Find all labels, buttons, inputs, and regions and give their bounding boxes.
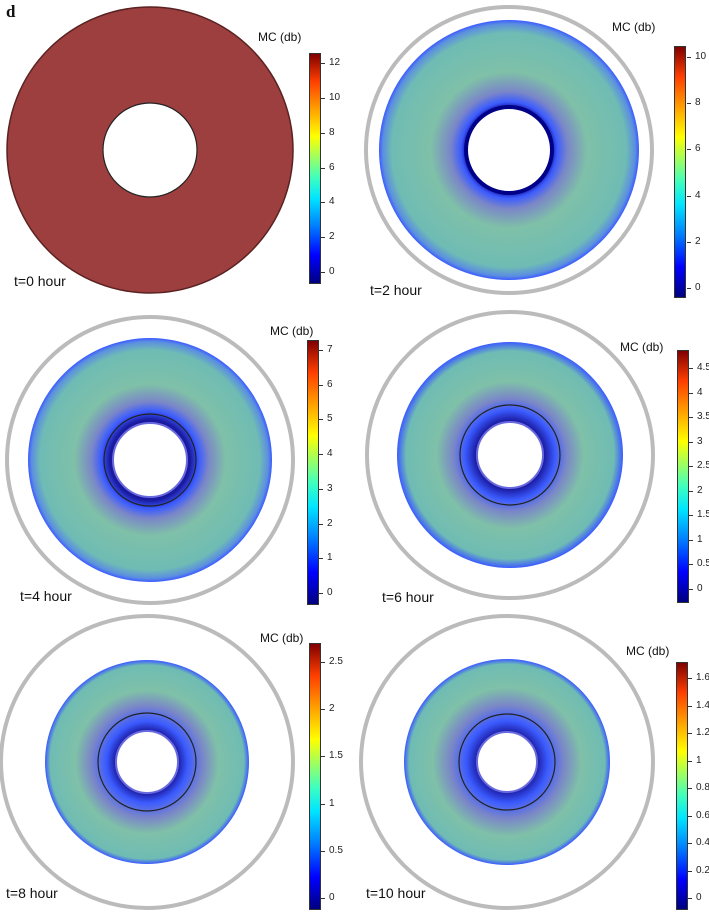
time-label: t=10 hour xyxy=(366,885,426,901)
colorbar-tick-label: 0.8 xyxy=(688,782,709,793)
colorbar-tick-label: 3 xyxy=(689,435,703,447)
plot-panel-t4: t=4 hour MC (db) 0 1 2 3 4 5 6 7 xyxy=(0,305,354,610)
moisture-ring-t0 xyxy=(6,6,294,294)
colorbar-title: MC (db) xyxy=(270,324,314,338)
colorbar-tick-label: 0 xyxy=(321,892,335,903)
colorbar-tick-label: 2 xyxy=(321,231,335,243)
colorbar-tick-label: 0 xyxy=(689,583,703,594)
plot-panel-t2: t=2 hour MC (db) 0 2 4 6 8 10 xyxy=(354,0,709,305)
colorbar-tick-label: 4.5 xyxy=(689,362,709,373)
colorbar-tick-label: 10 xyxy=(686,51,707,62)
colorbar-tick-label: 1.4 xyxy=(688,699,709,711)
colorbar-tick-label: 2 xyxy=(689,484,703,496)
colorbar-tick-label: 1 xyxy=(319,552,333,564)
time-label: t=0 hour xyxy=(14,273,66,289)
colorbar-tick-label: 1.6 xyxy=(688,672,709,683)
colorbar-tick-label: 0 xyxy=(687,282,701,293)
colorbar-title: MC (db) xyxy=(626,644,670,658)
colorbar xyxy=(674,46,686,298)
colorbar-tick-label: 0 xyxy=(688,892,702,903)
time-label: t=2 hour xyxy=(370,282,422,298)
panel-letter: d xyxy=(6,2,16,21)
colorbar-tick-label: 0 xyxy=(319,587,333,598)
time-label: t=6 hour xyxy=(382,589,434,605)
colorbar-tick-label: 3.5 xyxy=(689,411,709,423)
plot-panel-t8: t=8 hour MC (db) 0 0.5 1 1.5 2 2.5 xyxy=(0,610,354,915)
colorbar-tick-label: 0.2 xyxy=(688,864,709,876)
plot-panel-t0: t=0 hour MC (db) 0 2 4 6 8 10 12 xyxy=(0,0,354,305)
colorbar-tick-label: 0 xyxy=(321,266,335,277)
colorbar xyxy=(677,350,689,603)
colorbar xyxy=(309,53,321,284)
colorbar-title: MC (db) xyxy=(258,30,302,44)
moisture-ring-t8 xyxy=(0,614,295,910)
colorbar xyxy=(676,662,688,910)
colorbar-tick-label: 3 xyxy=(319,482,333,494)
moisture-ring-t4 xyxy=(5,315,295,605)
colorbar-tick-label: 4 xyxy=(319,448,333,460)
colorbar-tick-label: 2.5 xyxy=(689,460,709,472)
colorbar-tick-label: 1 xyxy=(689,533,703,545)
time-label: t=8 hour xyxy=(6,885,58,901)
colorbar-tick-label: 2 xyxy=(321,703,335,715)
colorbar-tick-label: 0.5 xyxy=(321,844,343,856)
colorbar xyxy=(309,643,321,910)
colorbar-title: MC (db) xyxy=(260,631,304,645)
colorbar-tick-label: 1.2 xyxy=(688,727,709,738)
colorbar-tick-label: 8 xyxy=(321,126,335,138)
colorbar-tick-label: 4 xyxy=(321,196,335,208)
moisture-ring-t10 xyxy=(359,614,655,910)
time-label: t=4 hour xyxy=(20,588,72,604)
colorbar xyxy=(307,340,319,605)
plot-panel-t10: t=10 hour MC (db) 0 0.2 0.4 0.6 0.8 1 1.2 1.4 1.… xyxy=(354,610,709,915)
colorbar-tick-label: 5 xyxy=(319,413,333,425)
colorbar-tick-label: 12 xyxy=(320,57,341,68)
moisture-ring-t6 xyxy=(365,310,655,600)
colorbar-tick-label: 10 xyxy=(320,91,341,103)
colorbar-tick-label: 6 xyxy=(321,161,335,173)
colorbar-tick-label: 1.5 xyxy=(321,750,343,762)
colorbar-tick-label: 1 xyxy=(321,797,335,809)
moisture-ring-t2 xyxy=(364,5,654,295)
plot-panel-t6: t=6 hour MC (db) 0 0.5 1 1.5 2 2.5 3 3.5 4 4.5 xyxy=(354,305,709,610)
colorbar-tick-label: 0.5 xyxy=(689,558,709,570)
colorbar-tick-label: 7 xyxy=(319,344,333,355)
colorbar-tick-label: 2.5 xyxy=(321,656,343,667)
colorbar-tick-label: 4 xyxy=(689,386,703,398)
colorbar-title: MC (db) xyxy=(612,20,656,34)
colorbar-tick-label: 0.4 xyxy=(688,837,709,848)
colorbar-title: MC (db) xyxy=(620,340,664,354)
colorbar-tick-label: 1 xyxy=(688,754,702,766)
colorbar-tick-label: 1.5 xyxy=(689,509,709,521)
colorbar-tick-label: 8 xyxy=(687,97,701,109)
colorbar-tick-label: 2 xyxy=(319,517,333,529)
colorbar-tick-label: 6 xyxy=(319,378,333,390)
colorbar-tick-label: 6 xyxy=(687,143,701,155)
colorbar-tick-label: 2 xyxy=(687,235,701,247)
colorbar-tick-label: 0.6 xyxy=(688,809,709,821)
colorbar-tick-label: 4 xyxy=(687,189,701,201)
